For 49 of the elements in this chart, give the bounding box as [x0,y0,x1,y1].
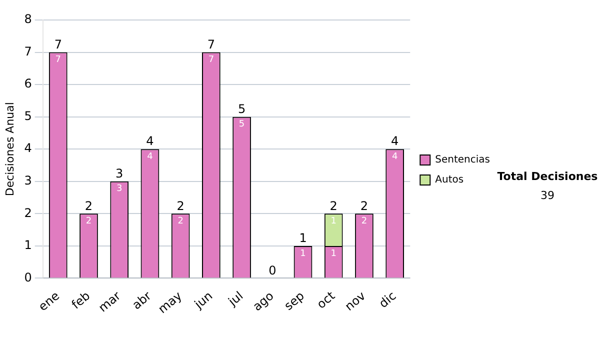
data-label: 3 [116,184,122,194]
x-tick-label: feb [68,288,93,312]
x-tick-label: nov [342,288,368,314]
data-label: 1 [300,248,306,259]
y-tick-label: 0 [24,270,32,284]
x-tick-label: ago [250,288,276,314]
x-tick-label: sep [282,288,307,314]
x-tick-label: oct [314,288,338,312]
total-label: 4 [391,134,399,148]
y-tick-label: 7 [24,44,32,58]
x-tick-label: ene [36,288,62,314]
y-tick-label: 3 [24,174,32,188]
y-tick-label: 8 [24,12,32,26]
total-label: 5 [238,102,246,116]
x-tick-label: jul [225,288,246,310]
data-label: 4 [147,152,154,162]
total-label: 2 [360,198,368,213]
text: 39 [540,189,556,202]
total-label: 7 [54,37,62,52]
total-label: 2 [330,198,338,213]
data-label: 7 [55,55,62,66]
data-label: 7 [208,55,214,66]
y-tick-label: 2 [24,206,32,220]
legend-label: Sentencias [435,154,490,166]
data-label: 2 [178,216,184,227]
x-tick-label: jun [191,288,216,312]
data-label: 1 [330,248,336,259]
data-label: 2 [361,216,368,227]
data-label: 4 [392,152,398,162]
y-tick-label: 6 [24,76,32,91]
data-label: 5 [238,120,245,130]
total-label: 0 [268,263,276,278]
x-tick-label: mar [96,288,124,315]
data-label: 1 [330,216,336,227]
total-label: 2 [176,198,184,213]
data-label: 2 [86,216,92,227]
y-tick-label: 5 [24,108,32,123]
x-tick-label: dic [376,288,399,311]
legend-label: Autos [435,174,464,186]
y-axis-title: Decisiones Anual [3,102,16,196]
total-label: 3 [116,166,124,181]
y-tick-label: 1 [24,238,32,252]
total-label: 1 [299,231,307,246]
total-label: 7 [207,37,215,52]
text: Total Decisiones [496,170,599,183]
total-label: 2 [84,198,93,213]
total-label: 4 [146,134,154,148]
x-tick-label: abr [130,288,154,312]
y-tick-label: 4 [24,141,32,156]
